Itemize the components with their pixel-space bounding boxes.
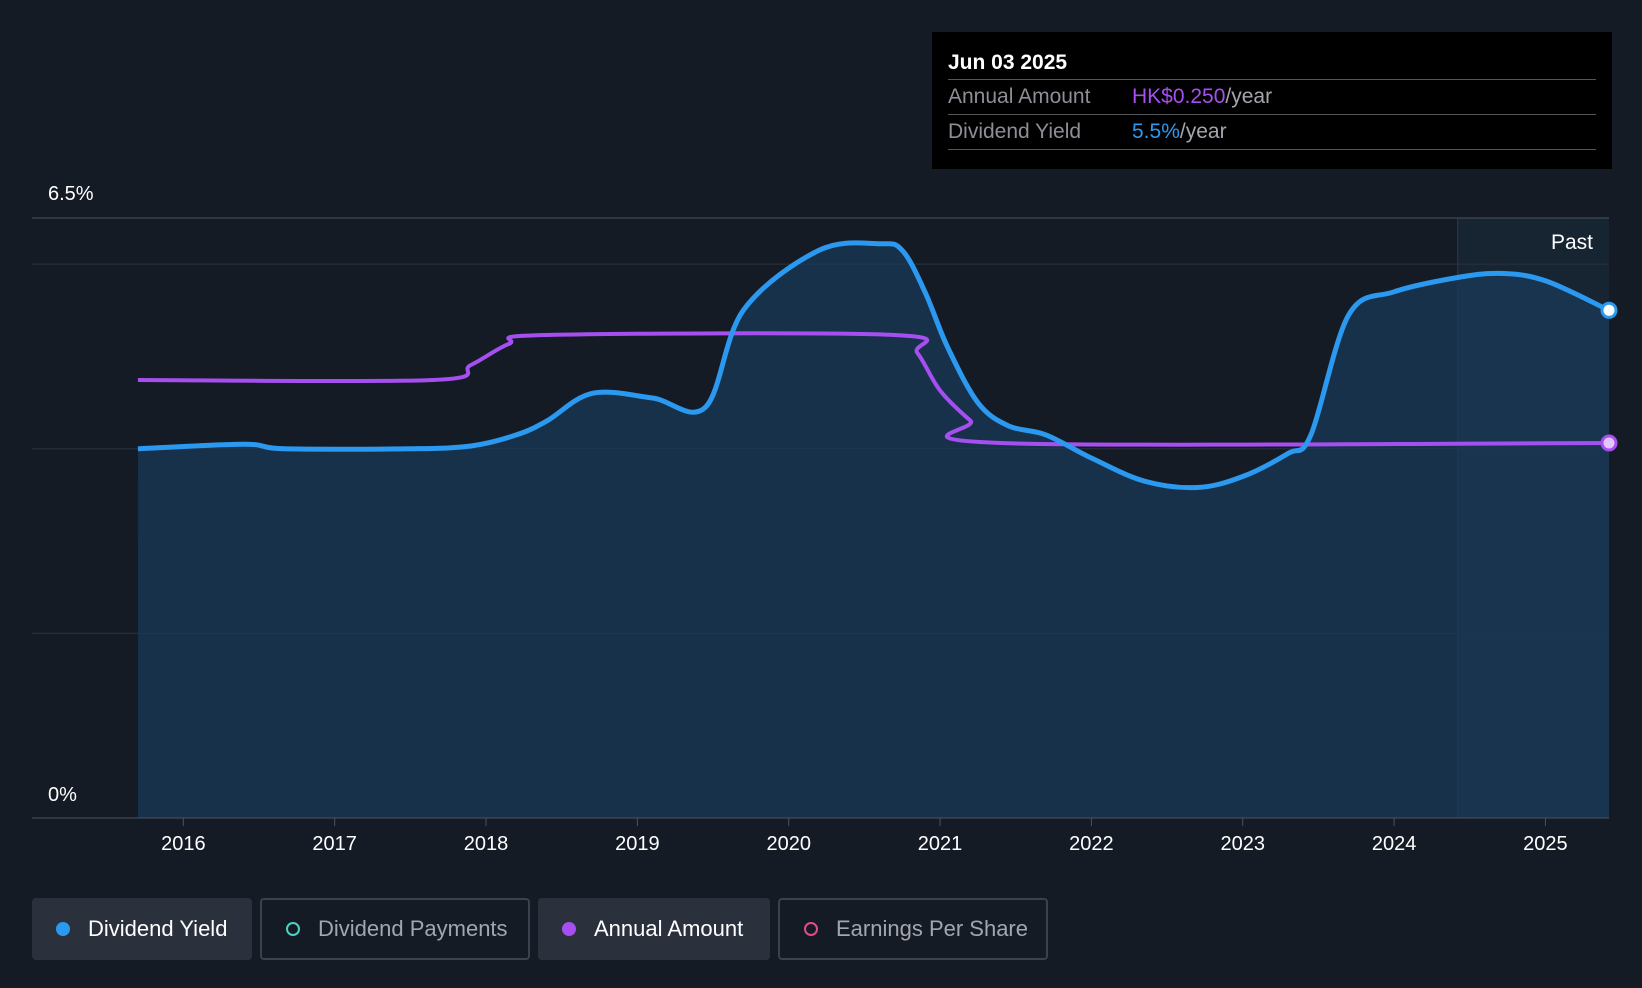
- dividend-yield-end-marker[interactable]: [1600, 301, 1618, 319]
- legend-dividend-yield-button[interactable]: Dividend Yield: [32, 898, 252, 960]
- dividend-yield-line: [137, 240, 1611, 491]
- legend-dividend-yield-label: Dividend Yield: [88, 916, 228, 941]
- x-tick-label: 2019: [615, 833, 660, 855]
- legend-annual-amount-label: Annual Amount: [594, 916, 744, 941]
- x-axis-ticks: 2016 2017 2018 2019 2020 2021 2022 2023 2024 2025: [161, 818, 1568, 855]
- legend-dividend-payments-label: Dividend Payments: [318, 916, 508, 941]
- x-tick-label: 2021: [918, 833, 963, 855]
- x-tick-label: 2016: [161, 833, 206, 855]
- y-axis-bottom-label: 0%: [48, 784, 77, 806]
- tooltip-amount-label: Annual Amount: [948, 85, 1091, 108]
- x-tick-label: 2018: [464, 833, 509, 855]
- tooltip-yield-row: Dividend Yield 5.5%/year: [948, 115, 1596, 150]
- dividend-yield-dot-icon: [56, 922, 70, 936]
- tooltip-date: Jun 03 2025: [948, 32, 1596, 80]
- tooltip-yield-label: Dividend Yield: [948, 120, 1082, 143]
- x-tick-label: 2022: [1069, 833, 1114, 855]
- tooltip-amount-value: HK$0.250/year: [1132, 85, 1273, 108]
- dividend-yield-area: [137, 242, 1609, 818]
- x-tick-label: 2023: [1220, 833, 1265, 855]
- legend-earnings-per-share-button[interactable]: Earnings Per Share: [778, 898, 1048, 960]
- x-tick-label: 2017: [312, 833, 357, 855]
- annual-amount-end-marker[interactable]: [1600, 434, 1618, 452]
- legend-earnings-per-share-label: Earnings Per Share: [836, 916, 1028, 941]
- legend-annual-amount-button[interactable]: Annual Amount: [538, 898, 770, 960]
- annual-amount-line: [137, 331, 1610, 447]
- dividend-payments-ring-icon: [286, 922, 300, 936]
- x-tick-label: 2024: [1372, 833, 1417, 855]
- tooltip-amount-row: Annual Amount HK$0.250/year: [948, 80, 1596, 115]
- tooltip: Jun 03 2025 Annual Amount HK$0.250/year …: [932, 32, 1612, 169]
- y-axis-top-label: 6.5%: [48, 183, 94, 205]
- past-label: Past: [1551, 231, 1593, 254]
- earnings-per-share-ring-icon: [804, 922, 818, 936]
- legend-dividend-payments-button[interactable]: Dividend Payments: [260, 898, 530, 960]
- annual-amount-dot-icon: [562, 922, 576, 936]
- tooltip-yield-value: 5.5%/year: [1132, 120, 1227, 143]
- x-tick-label: 2025: [1523, 833, 1568, 855]
- x-tick-label: 2020: [766, 833, 811, 855]
